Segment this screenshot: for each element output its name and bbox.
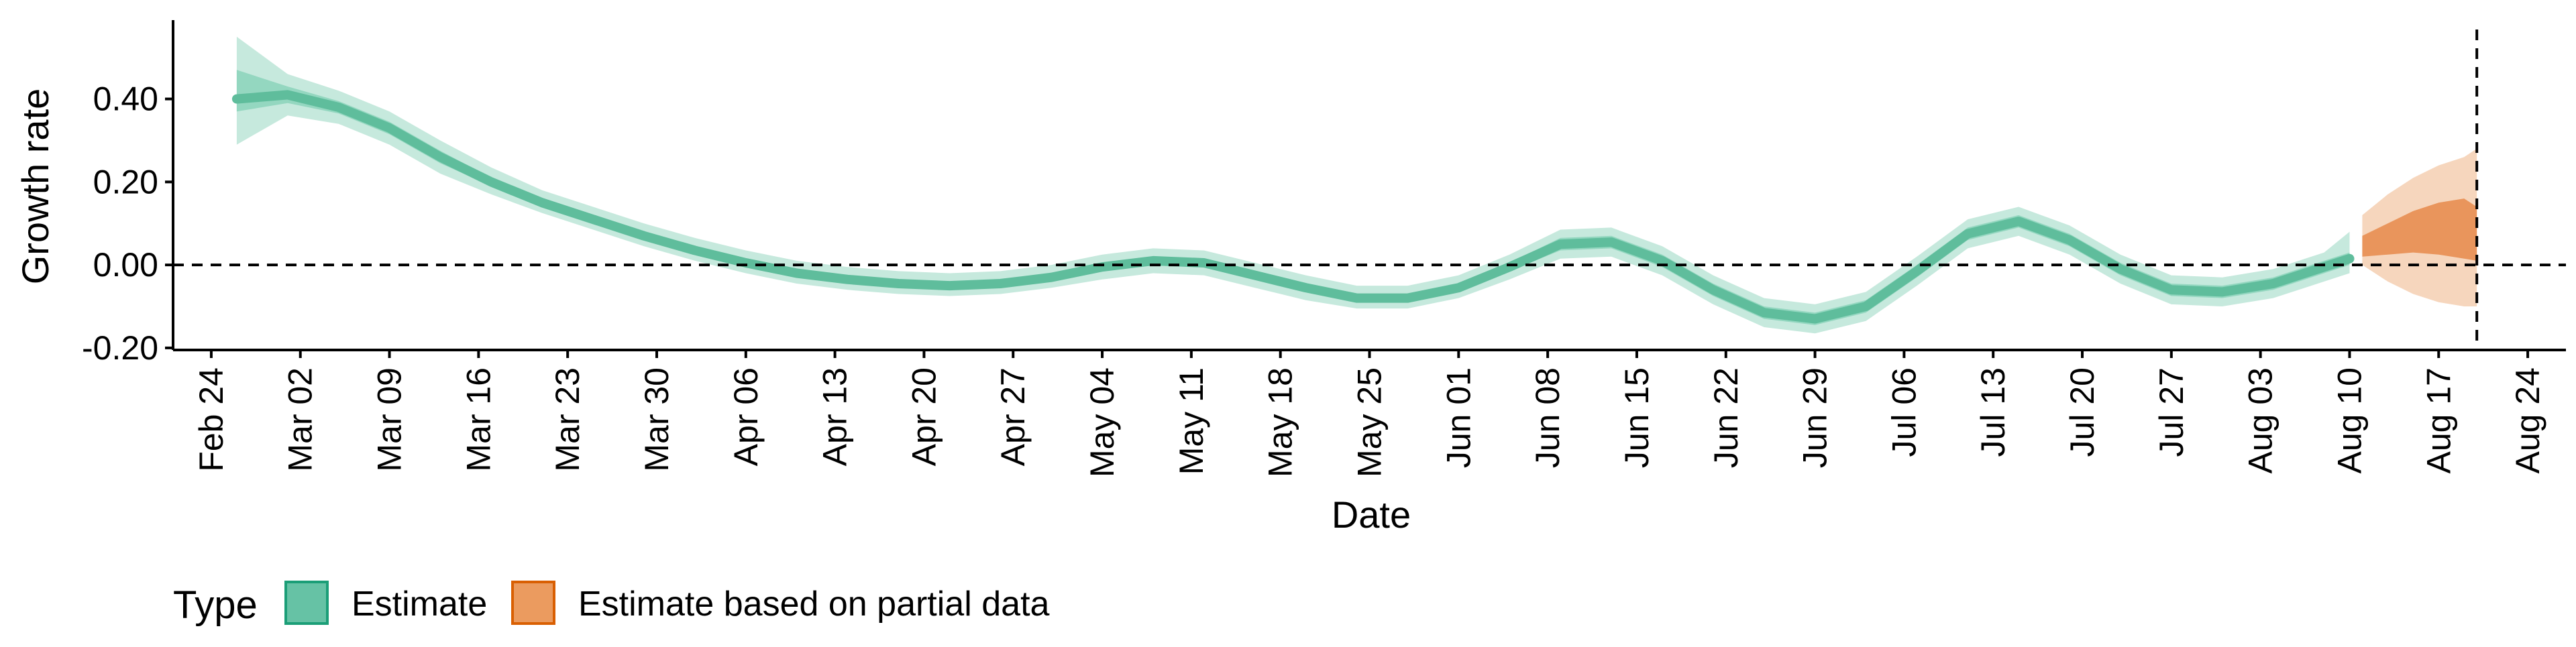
x-tick-label: May 18 [1262, 367, 1299, 477]
y-tick-label: 0.40 [93, 80, 158, 118]
y-tick-label: 0.20 [93, 163, 158, 200]
legend-title: Type [173, 583, 258, 627]
x-tick-label: Feb 24 [193, 367, 230, 472]
x-tick-label: Aug 10 [2330, 367, 2368, 473]
x-tick-label: Mar 16 [460, 367, 497, 472]
x-tick-label: Jun 29 [1796, 367, 1834, 468]
legend-swatch-partial [511, 581, 555, 625]
tick-labels: -0.20 0.00 0.20 0.40 Feb 24 Mar 02 Mar 09 Mar 1… [82, 80, 2546, 477]
estimate-band-90 [236, 36, 2350, 334]
legend-swatch-estimate [284, 581, 329, 625]
x-tick-label: Jul 13 [1974, 367, 2012, 457]
axes [165, 20, 2566, 358]
x-tick-label: Aug 24 [2509, 367, 2546, 473]
x-tick-label: Apr 27 [994, 367, 1032, 466]
median-lines [231, 90, 2355, 324]
x-tick-label: May 25 [1351, 367, 1389, 477]
y-tick-label: -0.20 [82, 329, 158, 367]
x-tick-label: Apr 13 [816, 367, 854, 466]
uncertainty-bands [236, 36, 2477, 334]
legend-label-partial: Estimate based on partial data [578, 585, 1050, 624]
reference-lines [173, 30, 2566, 350]
x-tick-label: Jul 20 [2063, 367, 2101, 457]
y-tick-label: 0.00 [93, 246, 158, 284]
x-tick-label: May 04 [1083, 367, 1121, 477]
x-tick-label: Apr 06 [727, 367, 765, 466]
x-tick-label: Jun 01 [1440, 367, 1477, 468]
x-tick-label: Aug 17 [2420, 367, 2457, 473]
x-tick-label: Jun 08 [1529, 367, 1566, 468]
x-tick-label: Jul 27 [2153, 367, 2190, 457]
legend-label-estimate: Estimate [352, 585, 487, 624]
x-axis-title: Date [1332, 493, 1411, 536]
x-tick-label: Aug 03 [2242, 367, 2279, 473]
x-tick-label: Mar 23 [549, 367, 586, 472]
x-tick-label: Jul 06 [1885, 367, 1923, 457]
legend: Type Estimate Estimate based on partial … [173, 581, 1050, 627]
x-tick-label: Mar 02 [282, 367, 319, 472]
y-axis-title: Growth rate [14, 89, 56, 285]
x-tick-label: Mar 30 [638, 367, 676, 472]
x-tick-label: Mar 09 [371, 367, 409, 472]
x-tick-label: Apr 20 [905, 367, 943, 466]
x-tick-label: Jun 15 [1618, 367, 1656, 468]
estimate-median-line [231, 90, 2355, 324]
partial-band-50 [2362, 198, 2477, 261]
x-tick-label: May 11 [1173, 367, 1210, 475]
x-tick-label: Jun 22 [1707, 367, 1745, 468]
